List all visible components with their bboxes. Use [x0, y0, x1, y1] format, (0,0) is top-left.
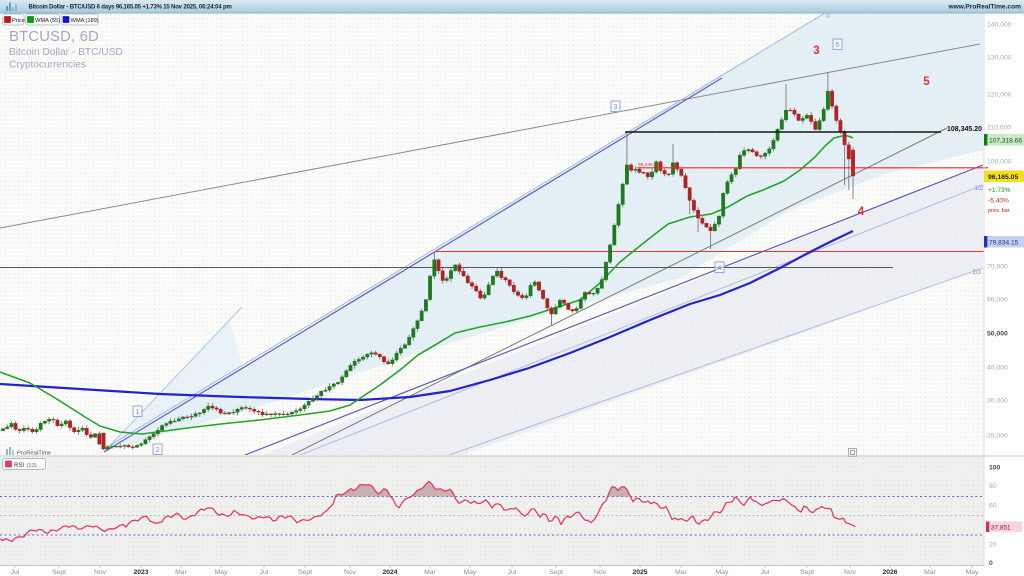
svg-text:Bitcoin Dollar - BTC/USD: Bitcoin Dollar - BTC/USD: [9, 47, 123, 58]
svg-text:Jul: Jul: [761, 569, 770, 576]
svg-text:Mar: Mar: [924, 569, 936, 576]
svg-text:Sept: Sept: [52, 569, 66, 576]
svg-text:2023: 2023: [133, 569, 148, 576]
svg-text:20,000: 20,000: [987, 432, 1008, 439]
svg-text:0: 0: [826, 13, 830, 20]
svg-text:2/3: 2/3: [972, 269, 981, 276]
svg-text:1: 1: [136, 409, 140, 416]
svg-text:79,834.15: 79,834.15: [989, 240, 1019, 247]
svg-text:RSI: RSI: [14, 463, 24, 469]
svg-text:1/2: 1/2: [974, 185, 983, 192]
svg-text:Sept: Sept: [298, 569, 312, 576]
svg-text:BTCUSD, 6D: BTCUSD, 6D: [9, 29, 99, 45]
svg-text:3: 3: [813, 45, 819, 57]
svg-text:Sept: Sept: [549, 569, 563, 576]
svg-text:WMA (55): WMA (55): [35, 18, 60, 24]
svg-text:4: 4: [718, 265, 722, 272]
svg-text:140,000: 140,000: [987, 21, 1012, 28]
svg-text:www.ProRealTime.com: www.ProRealTime.com: [947, 4, 1021, 11]
svg-text:100: 100: [989, 465, 1001, 472]
svg-text:70,000: 70,000: [987, 263, 1008, 270]
svg-text:-5.40%: -5.40%: [988, 198, 1009, 205]
svg-text:0: 0: [989, 560, 993, 567]
svg-text:4: 4: [858, 206, 865, 218]
svg-text:Cryptocurrencies: Cryptocurrencies: [9, 60, 86, 71]
svg-text:Sept: Sept: [800, 569, 814, 576]
svg-text:Jul: Jul: [508, 569, 517, 576]
svg-text:Nov: Nov: [594, 569, 607, 576]
svg-text:60,000: 60,000: [987, 296, 1008, 303]
svg-text:2024: 2024: [382, 569, 397, 576]
svg-text:May: May: [966, 569, 979, 576]
svg-text:100,000: 100,000: [987, 158, 1012, 165]
svg-text:30,000: 30,000: [987, 397, 1008, 404]
svg-text:Price: Price: [12, 18, 25, 24]
svg-text:May: May: [464, 569, 477, 576]
svg-text:Mar: Mar: [424, 569, 436, 576]
svg-text:60: 60: [989, 503, 997, 510]
svg-text:Mar: Mar: [175, 569, 187, 576]
svg-text:WMA (189): WMA (189): [71, 18, 99, 24]
svg-text:May: May: [215, 569, 228, 576]
svg-text:3: 3: [614, 104, 618, 111]
svg-text:Nov: Nov: [94, 569, 107, 576]
svg-text:110,000: 110,000: [987, 124, 1011, 131]
svg-text:Nov: Nov: [344, 569, 357, 576]
svg-text:80: 80: [989, 483, 997, 490]
svg-text:98,240.86: 98,240.86: [638, 162, 660, 168]
svg-text:120,000: 120,000: [987, 91, 1012, 98]
svg-text:Jul: Jul: [260, 569, 269, 576]
svg-text:Mar: Mar: [675, 569, 687, 576]
svg-text:prev. bar: prev. bar: [988, 208, 1010, 214]
svg-text:(13): (13): [27, 463, 37, 469]
svg-text:96,165.05: 96,165.05: [988, 174, 1018, 181]
svg-text:5: 5: [836, 42, 840, 49]
svg-text:37.851: 37.851: [991, 525, 1011, 532]
svg-text:ProRealTime: ProRealTime: [17, 451, 52, 457]
svg-text:Jul: Jul: [11, 569, 20, 576]
svg-text:+1.73%: +1.73%: [988, 187, 1011, 194]
svg-text:20: 20: [989, 542, 997, 549]
svg-text:Nov: Nov: [844, 569, 857, 576]
svg-text:107,318.66: 107,318.66: [989, 138, 1022, 145]
svg-text:108,345.20: 108,345.20: [947, 126, 982, 133]
svg-text:2025: 2025: [632, 569, 647, 576]
svg-text:Bitcoin Dollar - BTC/USD 6 day: Bitcoin Dollar - BTC/USD 6 days 96,165.0…: [29, 5, 232, 11]
svg-text:2: 2: [156, 447, 160, 454]
svg-text:May: May: [716, 569, 729, 576]
svg-text:40,000: 40,000: [987, 364, 1008, 371]
svg-text:2026: 2026: [882, 569, 897, 576]
svg-text:50,000: 50,000: [987, 330, 1008, 337]
svg-text:5: 5: [923, 76, 930, 88]
svg-text:130,000: 130,000: [987, 54, 1012, 61]
